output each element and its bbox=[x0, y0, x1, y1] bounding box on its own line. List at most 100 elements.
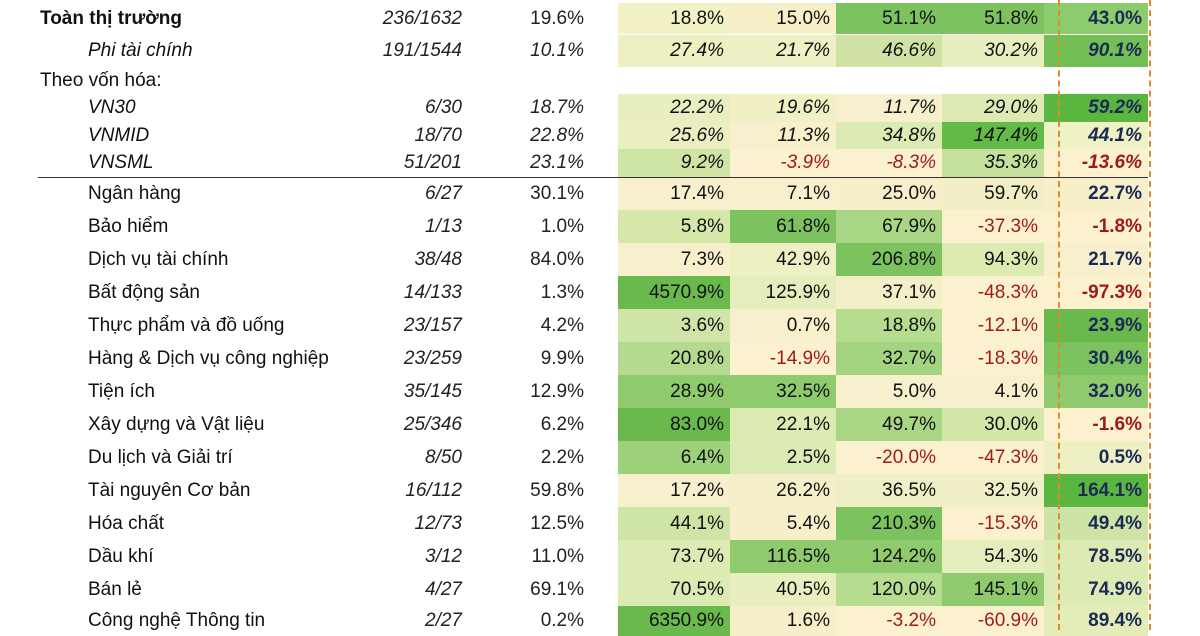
ticker-count: 35/145 bbox=[403, 380, 462, 402]
row-label: Công nghệ Thông tin bbox=[88, 610, 266, 631]
growth-value-highlight: 59.2% bbox=[1044, 94, 1148, 122]
growth-value: -8.3% bbox=[836, 149, 942, 177]
share-value: 6.2% bbox=[540, 413, 584, 435]
growth-value: 125.9% bbox=[730, 276, 836, 309]
row-label: Bất động sản bbox=[88, 281, 200, 303]
share-value: 0.2% bbox=[540, 610, 584, 631]
growth-value: 70.5% bbox=[618, 573, 730, 606]
growth-value: -47.3% bbox=[942, 441, 1044, 474]
growth-value: 0.7% bbox=[730, 309, 836, 342]
growth-value: 124.2% bbox=[836, 540, 942, 573]
growth-value: 51.8% bbox=[942, 3, 1044, 34]
row-label: Toàn thị trường bbox=[40, 7, 182, 29]
growth-value: -3.2% bbox=[836, 606, 942, 636]
share-value: 22.8% bbox=[530, 124, 584, 146]
growth-value: -60.9% bbox=[942, 606, 1044, 636]
growth-value: 28.9% bbox=[618, 375, 730, 408]
ticker-count: 3/12 bbox=[425, 545, 462, 567]
table-row: Tiện ích 35/145 12.9% 28.9% 32.5% 5.0% 4.1% 32.… bbox=[0, 375, 1200, 408]
growth-value: 35.3% bbox=[942, 149, 1044, 177]
ticker-count: 4/27 bbox=[425, 578, 462, 600]
growth-value-highlight: 21.7% bbox=[1044, 243, 1148, 276]
growth-value: 6350.9% bbox=[618, 606, 730, 636]
growth-value-highlight: 22.7% bbox=[1044, 177, 1148, 210]
share-value: 59.8% bbox=[530, 479, 584, 501]
growth-value-highlight: -97.3% bbox=[1044, 276, 1148, 309]
growth-value: 9.2% bbox=[618, 149, 730, 177]
growth-value-highlight: 0.5% bbox=[1044, 441, 1148, 474]
growth-value: 73.7% bbox=[618, 540, 730, 573]
growth-value: 49.7% bbox=[836, 408, 942, 441]
growth-value: 94.3% bbox=[942, 243, 1044, 276]
table-row: Bảo hiểm 1/13 1.0% 5.8% 61.8% 67.9% -37.3% -1.8… bbox=[0, 210, 1200, 243]
ticker-count: 14/133 bbox=[403, 281, 462, 303]
table-row: Bất động sản 14/133 1.3% 4570.9% 125.9% 37.1%… bbox=[0, 276, 1200, 309]
row-label: Thực phẩm và đồ uống bbox=[88, 314, 285, 336]
growth-value: 83.0% bbox=[618, 408, 730, 441]
share-value: 84.0% bbox=[530, 248, 584, 270]
table-row: Ngân hàng 6/27 30.1% 17.4% 7.1% 25.0% 59.7% 22.… bbox=[0, 177, 1200, 210]
ticker-count: 12/73 bbox=[414, 512, 462, 534]
row-label: Ngân hàng bbox=[88, 182, 181, 204]
table-row: Hóa chất 12/73 12.5% 44.1% 5.4% 210.3% -15.3% 4… bbox=[0, 507, 1200, 540]
row-label: Hàng & Dịch vụ công nghiệp bbox=[88, 347, 329, 369]
share-value: 1.0% bbox=[540, 215, 584, 237]
growth-value: 5.8% bbox=[618, 210, 730, 243]
share-value: 4.2% bbox=[540, 314, 584, 336]
row-label: Bảo hiểm bbox=[88, 215, 169, 237]
growth-value: 27.4% bbox=[618, 35, 730, 67]
row-label: VN30 bbox=[88, 97, 136, 118]
growth-value: 3.6% bbox=[618, 309, 730, 342]
growth-value: 6.4% bbox=[618, 441, 730, 474]
share-value: 12.5% bbox=[530, 512, 584, 534]
growth-value: 21.7% bbox=[730, 35, 836, 67]
growth-value: 1.6% bbox=[730, 606, 836, 636]
growth-value: 30.2% bbox=[942, 35, 1044, 67]
share-value: 12.9% bbox=[530, 380, 584, 402]
growth-value: -12.1% bbox=[942, 309, 1044, 342]
group-label: Theo vốn hóa: bbox=[40, 69, 162, 91]
table-row: VNSML 51/201 23.1% 9.2% -3.9% -8.3% 35.3% -13.6… bbox=[0, 149, 1200, 177]
growth-value-highlight: -13.6% bbox=[1044, 149, 1148, 177]
growth-value: 26.2% bbox=[730, 474, 836, 507]
row-label: Du lịch và Giải trí bbox=[88, 446, 233, 468]
growth-value: -48.3% bbox=[942, 276, 1044, 309]
growth-value: 32.7% bbox=[836, 342, 942, 375]
ticker-count: 1/13 bbox=[425, 215, 462, 237]
growth-value: 32.5% bbox=[730, 375, 836, 408]
ticker-count: 6/27 bbox=[425, 182, 462, 204]
share-value: 18.7% bbox=[530, 97, 584, 118]
row-label: VNSML bbox=[88, 152, 154, 173]
ticker-count: 18/70 bbox=[414, 124, 462, 146]
group-header-row: Theo vốn hóa: bbox=[0, 67, 1200, 94]
ticker-count: 2/27 bbox=[425, 610, 462, 631]
growth-value: 120.0% bbox=[836, 573, 942, 606]
growth-value: 25.0% bbox=[836, 177, 942, 210]
share-value: 30.1% bbox=[530, 182, 584, 204]
growth-value: 30.0% bbox=[942, 408, 1044, 441]
table-row: Thực phẩm và đồ uống 23/157 4.2% 3.6% 0.7% 18… bbox=[0, 309, 1200, 342]
growth-value: 44.1% bbox=[618, 507, 730, 540]
ticker-count: 236/1632 bbox=[382, 7, 462, 29]
row-label: VNMID bbox=[88, 124, 150, 146]
growth-value: 59.7% bbox=[942, 177, 1044, 210]
growth-value: -18.3% bbox=[942, 342, 1044, 375]
growth-value-highlight: 74.9% bbox=[1044, 573, 1148, 606]
share-value: 69.1% bbox=[530, 578, 584, 600]
highlight-column-right-border bbox=[1149, 0, 1151, 630]
growth-value-highlight: 49.4% bbox=[1044, 507, 1148, 540]
row-label: Xây dựng và Vật liệu bbox=[88, 413, 265, 435]
table-row: Dịch vụ tài chính 38/48 84.0% 7.3% 42.9% 206.… bbox=[0, 243, 1200, 276]
row-label: Dịch vụ tài chính bbox=[88, 248, 229, 270]
growth-value: 36.5% bbox=[836, 474, 942, 507]
share-value: 1.3% bbox=[540, 281, 584, 303]
growth-value-highlight: -1.6% bbox=[1044, 408, 1148, 441]
ticker-count: 8/50 bbox=[425, 446, 462, 468]
table-row: VNMID 18/70 22.8% 25.6% 11.3% 34.8% 147.4% 44.1… bbox=[0, 122, 1200, 149]
growth-value: 51.1% bbox=[836, 3, 942, 34]
growth-value: 206.8% bbox=[836, 243, 942, 276]
row-label: Bán lẻ bbox=[88, 578, 142, 600]
table-row: Hàng & Dịch vụ công nghiệp 23/259 9.9% 20.8… bbox=[0, 342, 1200, 375]
ticker-count: 23/157 bbox=[403, 314, 462, 336]
